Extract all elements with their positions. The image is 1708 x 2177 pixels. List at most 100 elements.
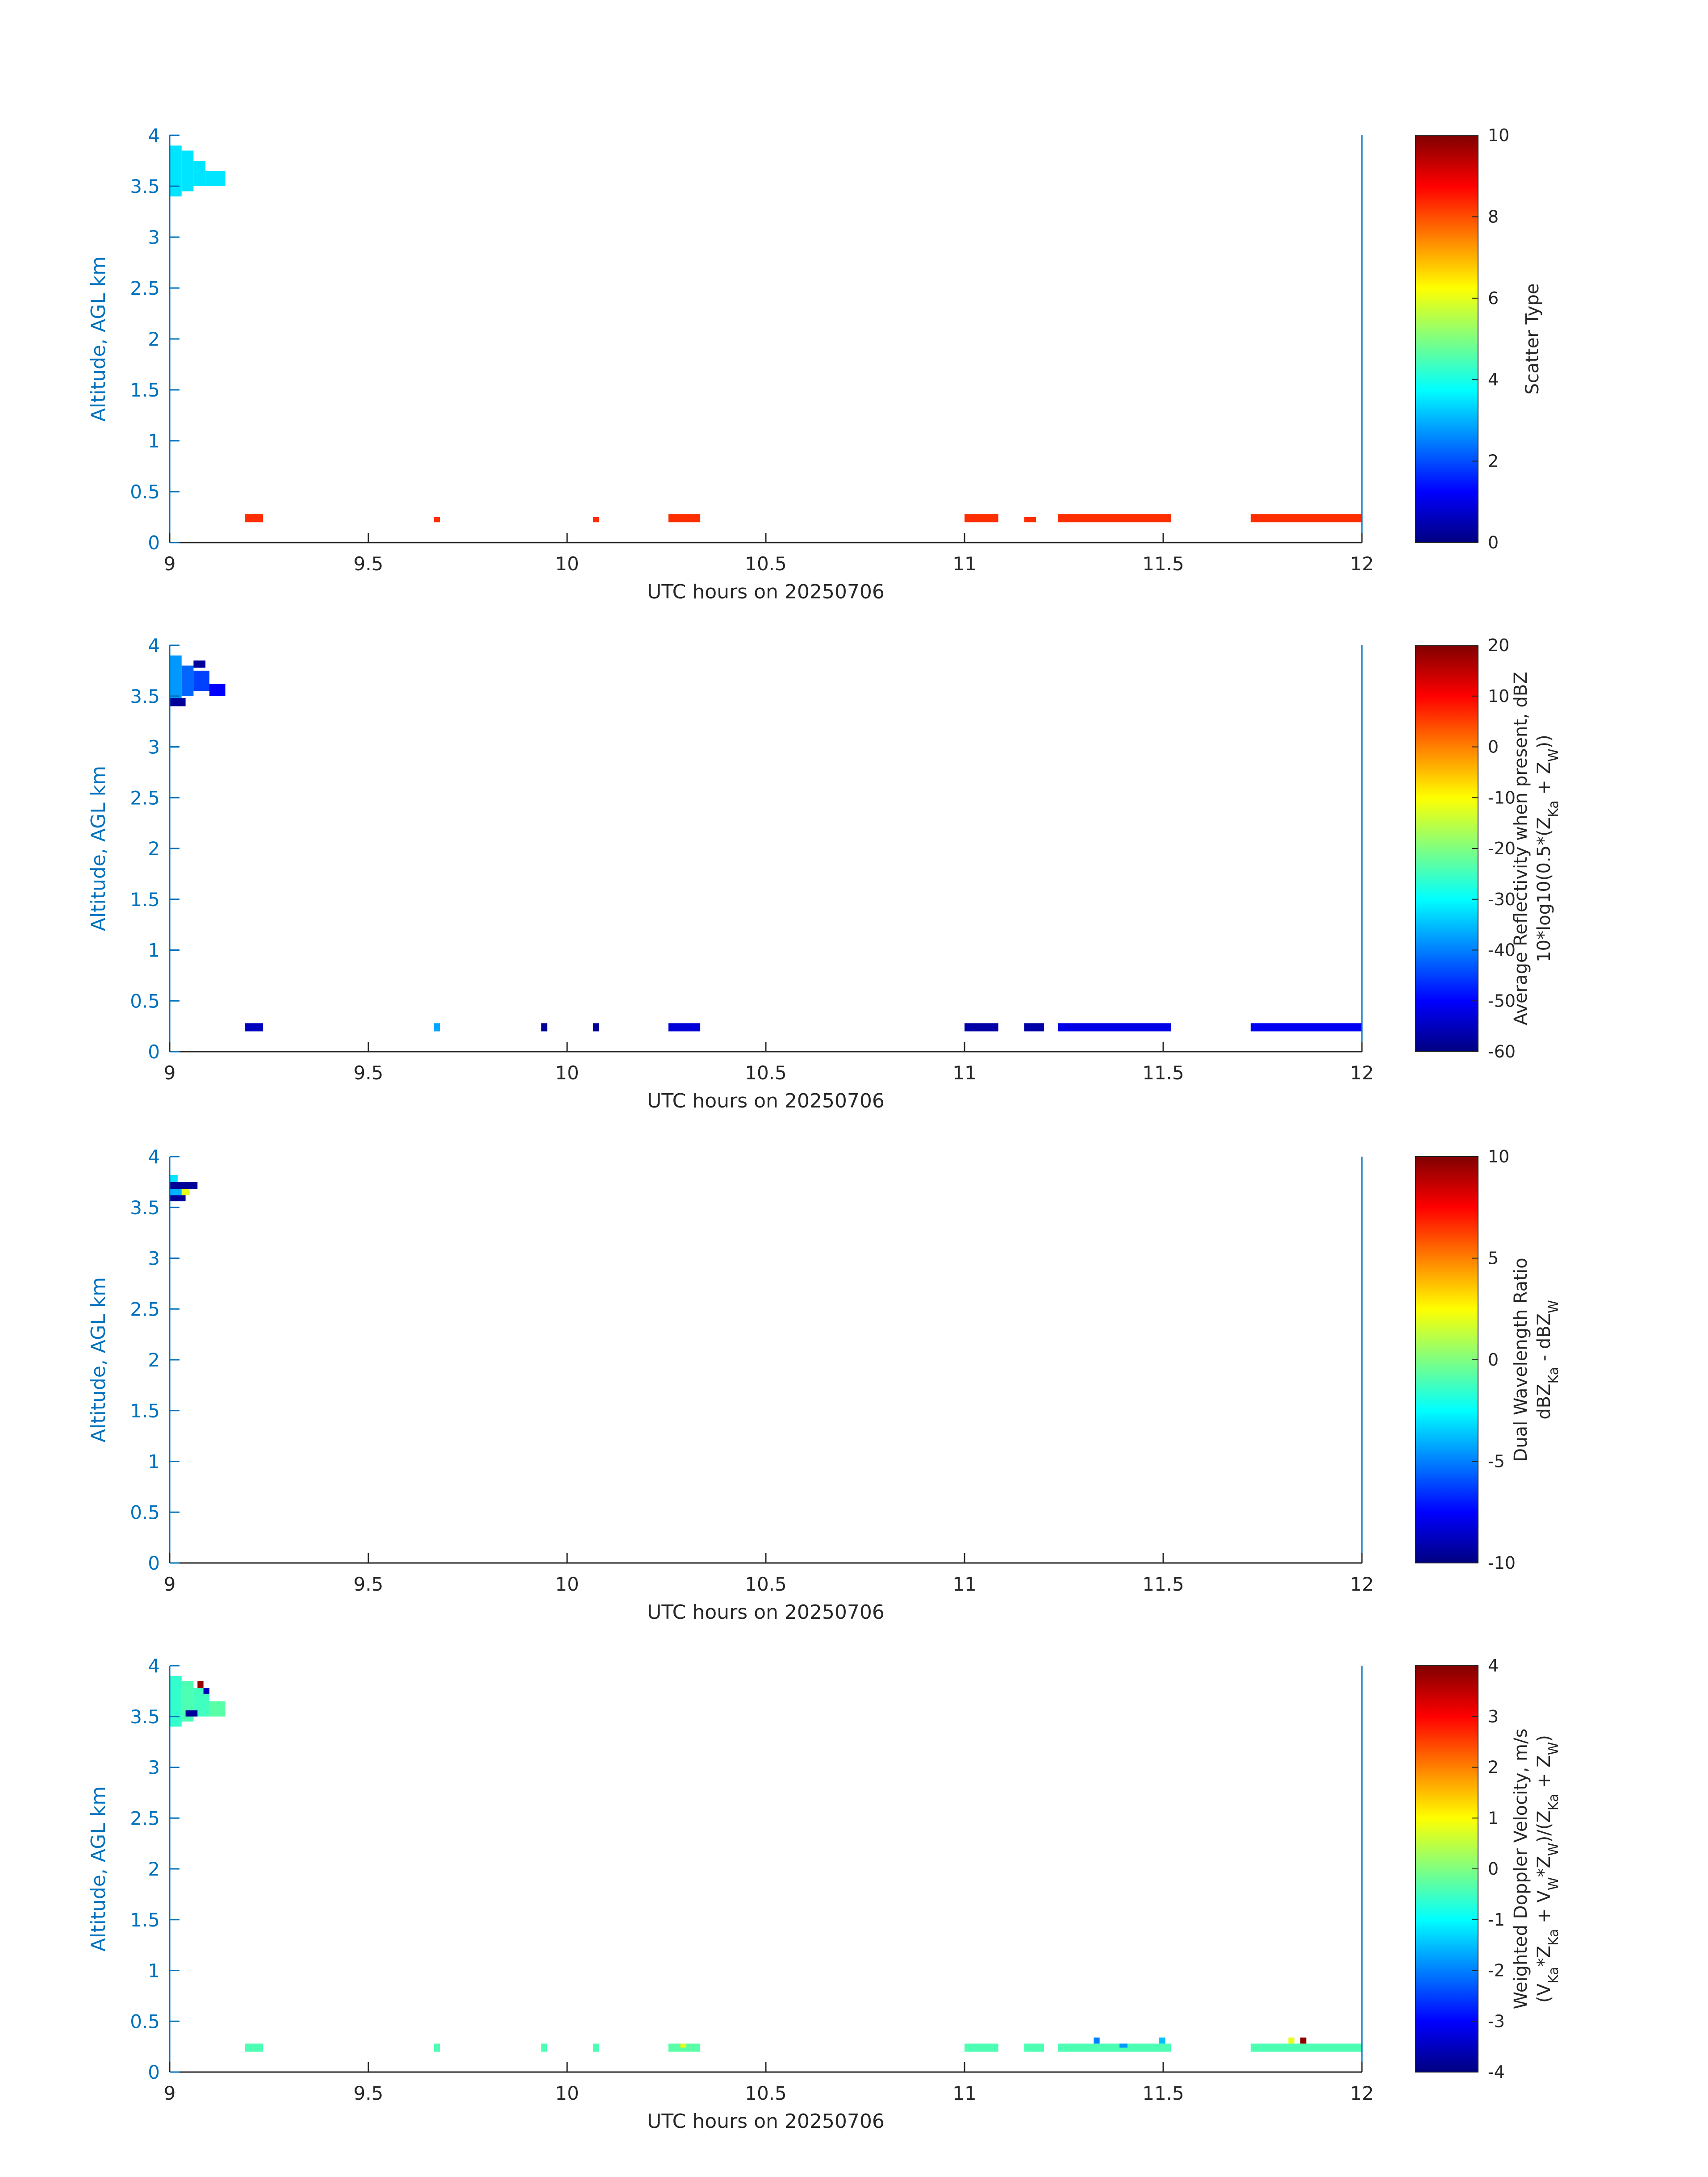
y-tick-label: 0 — [148, 1552, 160, 1574]
data-cell — [668, 514, 701, 522]
x-axis-label: UTC hours on 20250706 — [647, 1090, 885, 1112]
data-cell — [434, 517, 440, 522]
y-tick-label: 3 — [148, 1248, 160, 1270]
colorbar-tick-label: 0 — [1488, 1350, 1499, 1370]
data-cell — [1300, 2037, 1307, 2044]
y-tick-label: 1.5 — [130, 1400, 160, 1422]
data-cell — [245, 2043, 263, 2052]
x-tick-label: 11.5 — [1142, 1573, 1184, 1595]
colorbar-tick-label: -2 — [1488, 1961, 1505, 1981]
colorbar-tick-label: -1 — [1488, 1910, 1505, 1930]
data-cell — [593, 2043, 599, 2052]
colorbar-label: Scatter Type — [1522, 284, 1543, 395]
colorbar-tick-label: 20 — [1488, 635, 1509, 655]
x-tick-label: 10.5 — [745, 2082, 787, 2104]
colorbar-tick-label: 8 — [1488, 207, 1499, 226]
x-tick-label: 10.5 — [745, 1573, 787, 1595]
x-tick-label: 9.5 — [354, 1573, 384, 1595]
x-tick-label: 9.5 — [354, 2082, 384, 2104]
colorbar-tick-label: -5 — [1488, 1452, 1505, 1471]
y-tick-label: 0.5 — [130, 2010, 160, 2032]
colorbar-tick-label: 3 — [1488, 1707, 1499, 1726]
x-tick-label: 10.5 — [745, 1062, 787, 1084]
x-axis-label: UTC hours on 20250706 — [647, 2110, 885, 2133]
x-tick-label: 11.5 — [1142, 553, 1184, 575]
y-tick-label: 1.5 — [130, 1909, 160, 1931]
y-tick-label: 4 — [148, 1146, 160, 1168]
y-tick-label: 2.5 — [130, 1807, 160, 1829]
y-tick-label: 1.5 — [130, 889, 160, 911]
data-cell — [193, 161, 206, 186]
data-cell — [193, 670, 209, 691]
y-axis-label: Altitude, AGL km — [87, 256, 110, 422]
x-tick-label: 11 — [952, 1062, 976, 1084]
colorbar — [1415, 135, 1478, 543]
data-cell — [181, 150, 194, 192]
y-tick-label: 4 — [148, 1655, 160, 1677]
data-cell — [170, 1174, 178, 1182]
colorbar-tick-label: 1 — [1488, 1808, 1499, 1828]
colorbar — [1415, 645, 1478, 1052]
colorbar-tick-label: -30 — [1488, 890, 1516, 909]
colorbar-tick-label: 2 — [1488, 451, 1499, 471]
x-tick-label: 10.5 — [745, 553, 787, 575]
x-tick-label: 9 — [164, 553, 176, 575]
x-axis-label: UTC hours on 20250706 — [647, 581, 885, 603]
data-cell — [1024, 1023, 1044, 1032]
data-cell — [541, 1023, 547, 1032]
data-cell — [170, 1182, 198, 1189]
x-tick-label: 12 — [1350, 553, 1374, 575]
y-tick-label: 4 — [148, 635, 160, 656]
x-tick-label: 10 — [555, 1573, 579, 1595]
x-tick-label: 11.5 — [1142, 1062, 1184, 1084]
data-cell — [1250, 1023, 1362, 1032]
y-tick-label: 2 — [148, 1858, 160, 1880]
colorbar — [1415, 1156, 1478, 1563]
colorbar-tick-label: 5 — [1488, 1249, 1499, 1268]
data-cell — [181, 665, 194, 696]
x-tick-label: 12 — [1350, 1573, 1374, 1595]
x-tick-label: 12 — [1350, 2082, 1374, 2104]
colorbar-label: Weighted Doppler Velocity, m/s — [1511, 1729, 1531, 2010]
y-tick-label: 1 — [148, 1451, 160, 1473]
data-cell — [965, 2043, 998, 2052]
y-tick-label: 2.5 — [130, 1298, 160, 1320]
x-tick-label: 9 — [164, 1573, 176, 1595]
data-cell — [245, 514, 263, 522]
data-cell — [170, 655, 182, 706]
y-tick-label: 3 — [148, 226, 160, 248]
y-tick-label: 0.5 — [130, 1501, 160, 1523]
data-cell — [1250, 2043, 1362, 2052]
x-tick-label: 11 — [952, 1573, 976, 1595]
data-cell — [593, 1023, 599, 1032]
data-cell — [1159, 2037, 1165, 2044]
y-tick-label: 0 — [148, 1041, 160, 1063]
data-cell — [541, 2043, 547, 2052]
colorbar-tick-label: 10 — [1488, 1147, 1509, 1166]
colorbar-tick-label: 10 — [1488, 125, 1509, 145]
data-cell — [205, 171, 226, 186]
y-tick-label: 2 — [148, 1349, 160, 1371]
data-cell — [170, 1195, 186, 1202]
colorbar-tick-label: 4 — [1488, 1656, 1499, 1676]
data-cell — [593, 517, 599, 522]
colorbar-label: (VKa*ZKa + VW*ZW)/(ZKa + ZW) — [1534, 1735, 1562, 2003]
data-cell — [245, 1023, 263, 1032]
colorbar-tick-label: -20 — [1488, 839, 1516, 858]
x-axis-label: UTC hours on 20250706 — [647, 1601, 885, 1624]
colorbar-tick-label: -40 — [1488, 940, 1516, 960]
data-cell — [193, 660, 206, 668]
colorbar-tick-label: 4 — [1488, 370, 1499, 389]
y-tick-label: 2 — [148, 328, 160, 350]
colorbar — [1415, 1665, 1478, 2073]
colorbar-tick-label: 0 — [1488, 737, 1499, 757]
colorbar-label: dBZKa - dBZW — [1534, 1300, 1562, 1420]
colorbar-tick-label: -4 — [1488, 2062, 1505, 2082]
y-tick-label: 2.5 — [130, 787, 160, 809]
y-tick-label: 0.5 — [130, 481, 160, 503]
x-tick-label: 9.5 — [354, 1062, 384, 1084]
